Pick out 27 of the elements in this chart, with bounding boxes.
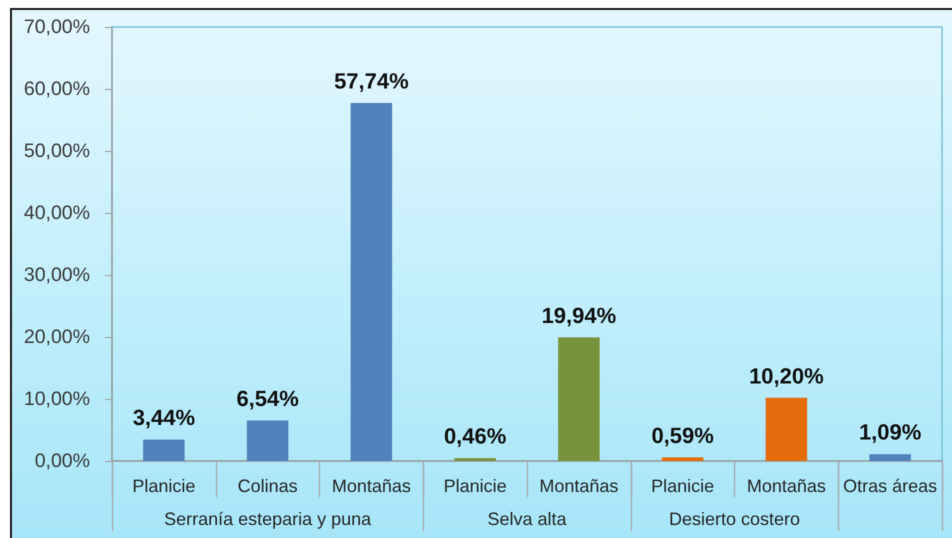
y-tick-label: 10,00% <box>24 388 90 410</box>
y-tick-label: 50,00% <box>24 140 90 162</box>
x-tick-label: Planicie <box>132 476 196 496</box>
x-tick-label: Otras áreas <box>843 476 938 496</box>
x-tick-label: Planicie <box>651 476 714 496</box>
data-label: 3,44% <box>132 405 196 430</box>
data-label: 10,20% <box>749 363 824 388</box>
y-tick-label: 70,00% <box>24 16 90 38</box>
y-tick-label: 60,00% <box>24 78 90 100</box>
data-label: 1,09% <box>858 420 922 445</box>
y-tick-label: 0,00% <box>34 450 90 472</box>
data-label: 57,74% <box>334 68 409 94</box>
text: Serranía esteparia y puna <box>164 509 372 529</box>
text: Selva alta <box>487 509 568 529</box>
x-tick-label: Montañas <box>746 476 826 496</box>
y-tick-label: 30,00% <box>24 264 90 286</box>
data-label: 0,46% <box>444 424 506 449</box>
x-tick-label: Montañas <box>539 476 618 496</box>
data-label: 0,59% <box>651 422 714 448</box>
y-tick-label: 20,00% <box>24 326 90 348</box>
data-label: 19,94% <box>542 302 616 328</box>
y-tick-label: 40,00% <box>24 202 90 224</box>
x-tick-label: Montañas <box>332 476 411 496</box>
x-tick-label: Planicie <box>444 476 507 496</box>
data-label: 6,54% <box>236 386 299 411</box>
text: Desierto costero <box>668 509 800 529</box>
x-tick-label: Colinas <box>238 476 298 496</box>
